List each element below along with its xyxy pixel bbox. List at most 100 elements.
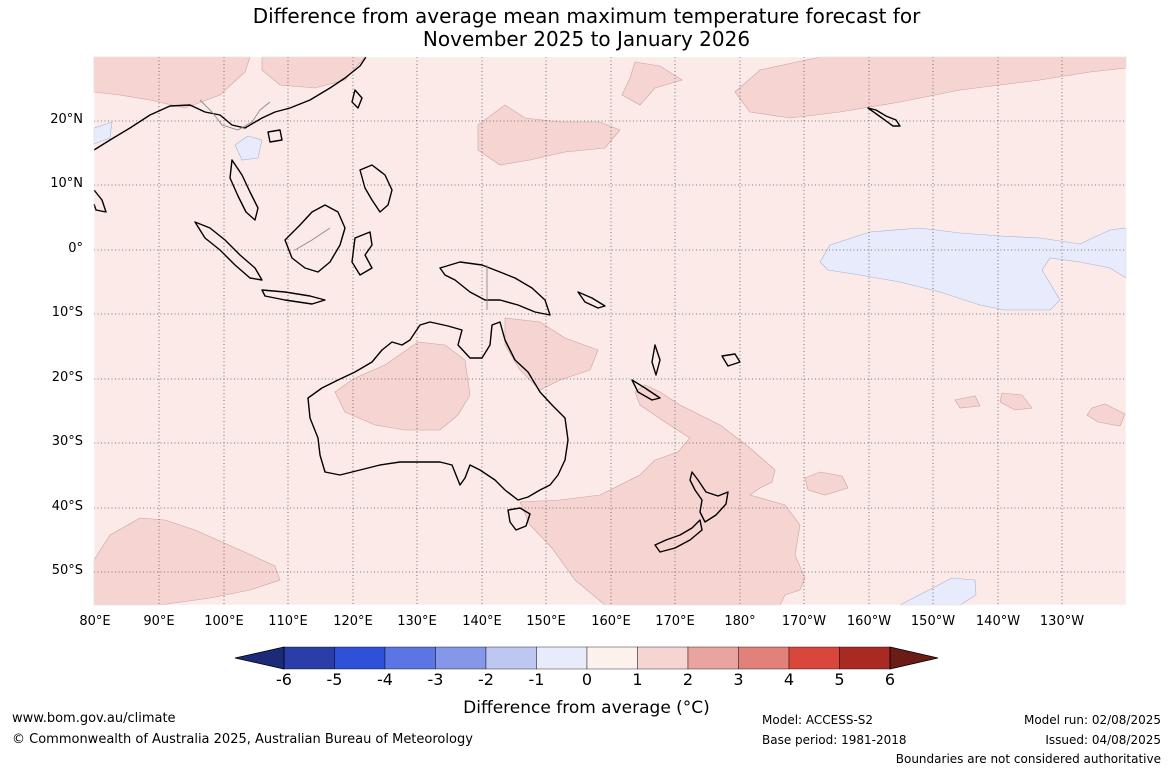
warm-region-philippine-sea (477, 104, 621, 166)
lon-label-170W: 170°W (781, 614, 827, 629)
footer-website[interactable]: www.bom.gov.au/climate (12, 711, 176, 726)
colorbar-tick-label: -5 (326, 670, 343, 689)
colorbar-title: Difference from average (°C) (463, 698, 710, 718)
coast-mainland-asia (93, 56, 367, 151)
lon-label-110E: 110°E (268, 614, 308, 629)
warm-region-central-australia (334, 341, 471, 431)
lon-label-160E: 160°E (591, 614, 631, 629)
lon-label-140W: 140°W (975, 614, 1021, 629)
warm-region-far-east (1086, 403, 1126, 427)
coast-sulawesi (351, 231, 373, 276)
lon-label-100E: 100°E (204, 614, 244, 629)
country-borders (199, 99, 488, 310)
coast-tasmania (507, 507, 531, 531)
coast-new-guinea (439, 261, 551, 316)
colorbar-segment (384, 646, 436, 670)
colorbar-tick-label: 6 (884, 670, 896, 689)
lat-label-20S: 20°S (51, 370, 83, 385)
colorbar-tick-label: -4 (377, 670, 393, 689)
border-indochina (199, 99, 271, 131)
cool-anomaly-regions (93, 121, 1127, 606)
lat-label-30S: 30°S (51, 434, 83, 449)
colorbar-segment (485, 646, 537, 670)
map-title-line2: November 2025 to January 2026 (422, 27, 751, 51)
warm-region-south-pacific-east (804, 471, 849, 496)
coast-malay-peninsula (229, 159, 259, 221)
coast-australia (307, 321, 569, 501)
coast-java (261, 289, 326, 305)
footer-issued: Issued: 04/08/2025 (1045, 733, 1161, 747)
coast-fiji (721, 353, 741, 367)
colorbar-segments (283, 646, 891, 670)
lon-label-160W: 160°W (846, 614, 892, 629)
colorbar-tick-label: 0 (581, 670, 593, 689)
colorbar-tick-label: -6 (276, 670, 292, 689)
lon-label-80E: 80°E (79, 614, 111, 629)
coast-hawaii (867, 107, 901, 127)
lon-label-130W: 130°W (1039, 614, 1085, 629)
footer-model: Model: ACCESS-S2 (762, 713, 874, 727)
colorbar-segment (738, 646, 790, 670)
coast-philippines (359, 164, 393, 213)
lon-label-150E: 150°E (526, 614, 566, 629)
warm-region-small-1 (954, 395, 981, 409)
warm-region-north-central-pacific (621, 61, 683, 106)
coast-vanuatu (651, 344, 661, 376)
lat-label-40S: 40°S (51, 499, 83, 514)
colorbar-tick-label: -1 (528, 670, 545, 689)
footer-copyright: © Commonwealth of Australia 2025, Austra… (12, 732, 473, 747)
lon-label-130E: 130°E (397, 614, 437, 629)
colorbar-segment (788, 646, 840, 670)
coast-new-zealand-north (689, 471, 729, 523)
colorbar-segment (334, 646, 386, 670)
colorbar-tick-label: 4 (783, 670, 795, 689)
coast-hainan (267, 129, 283, 143)
lat-label-50S: 50°S (51, 563, 83, 578)
warm-region-tasman-nz (519, 384, 806, 606)
colorbar-over-triangle (889, 646, 939, 670)
warm-region-small-2 (999, 392, 1033, 411)
colorbar-segment (839, 646, 891, 670)
coastlines (93, 56, 901, 553)
lon-label-120E: 120°E (333, 614, 373, 629)
colorbar-under-triangle (234, 646, 285, 670)
footer-disclaimer: Boundaries are not considered authoritat… (895, 752, 1161, 766)
colorbar-segment (586, 646, 638, 670)
lon-label-90E: 90°E (143, 614, 175, 629)
coast-taiwan (351, 89, 363, 109)
footer-base-period: Base period: 1981-2018 (762, 733, 907, 747)
lat-label-10N: 10°N (50, 176, 83, 191)
colorbar-tick-label: 2 (682, 670, 694, 689)
lon-label-140E: 140°E (462, 614, 502, 629)
map-title-line1: Difference from average mean maximum tem… (252, 4, 921, 28)
graticule (94, 57, 1126, 605)
colorbar-segment (637, 646, 689, 670)
colorbar-segment (435, 646, 487, 670)
colorbar-segment (536, 646, 588, 670)
footer-model-run: Model run: 02/08/2025 (1023, 713, 1161, 727)
warm-region-north-asia (93, 56, 251, 109)
coast-new-caledonia (631, 379, 661, 401)
coast-new-zealand-south (654, 519, 703, 553)
colorbar-tick-label: -3 (427, 670, 444, 689)
coast-solomons (577, 291, 606, 309)
lat-label-20N: 20°N (50, 112, 83, 127)
coast-sumatra (194, 221, 263, 281)
map-frame (93, 56, 1127, 606)
cool-region-equatorial-pacific (819, 227, 1127, 311)
border-borneo (294, 227, 331, 251)
colorbar-tick-label: 1 (632, 670, 643, 689)
colorbar-tick-label: 5 (834, 670, 845, 689)
lon-label-150W: 150°W (910, 614, 956, 629)
lon-label-170E: 170°E (655, 614, 695, 629)
coast-india-tip (93, 189, 107, 213)
cool-region-indochina (234, 135, 263, 161)
lon-label-180: 180° (724, 614, 756, 629)
colorbar-segment (283, 646, 335, 670)
colorbar-tick-label: 3 (733, 670, 744, 689)
coast-borneo (284, 204, 346, 273)
lat-label-0: 0° (68, 241, 83, 256)
colorbar-segment (687, 646, 739, 670)
